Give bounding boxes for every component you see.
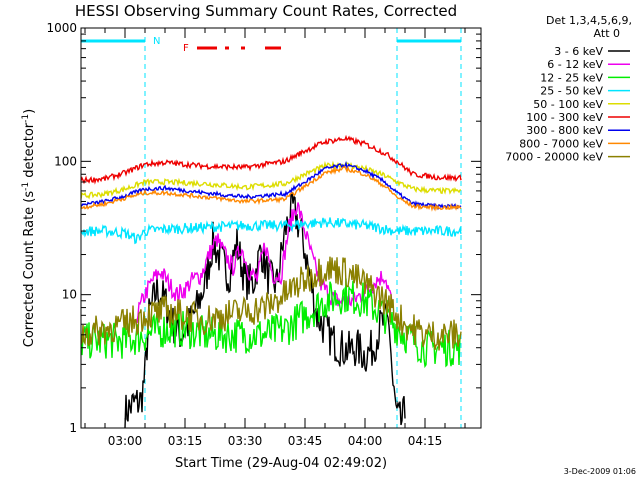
legend-label-1: 6 - 12 keV xyxy=(547,58,603,71)
y-axis-label-part1: Corrected Count Rate (s xyxy=(22,191,37,348)
legend-header-line-2: Att 0 xyxy=(594,27,620,40)
legend-label-5: 100 - 300 keV xyxy=(526,111,603,124)
legend-header-line-1: Det 1,3,4,5,6,9, xyxy=(546,14,632,27)
y-axis-label-sup2: -1 xyxy=(21,114,31,123)
x-tick-label-5: 04:15 xyxy=(408,434,443,448)
y-axis-label: Corrected Count Rate (s-1 detector-1) xyxy=(21,109,37,347)
series-line-1 xyxy=(136,202,394,324)
legend-label-8: 7000 - 20000 keV xyxy=(505,151,603,164)
y-tick-label-3: 1000 xyxy=(46,21,77,35)
footer-date: 3-Dec-2009 01:06 xyxy=(564,467,636,476)
x-tick-label-3: 03:45 xyxy=(288,434,323,448)
y-axis-label-part3: ) xyxy=(22,109,37,114)
flare-bars: F xyxy=(183,43,281,54)
series-line-7 xyxy=(81,165,462,212)
y-axis-label-sup1: -1 xyxy=(21,182,31,191)
series-line-5 xyxy=(81,134,462,185)
y-tick-label-2: 100 xyxy=(54,154,77,168)
x-tick-label-2: 03:30 xyxy=(228,434,263,448)
flare-label: F xyxy=(183,43,189,54)
x-axis-label: Start Time (29-Aug-04 02:49:02) xyxy=(175,456,387,471)
series-lines xyxy=(81,134,462,428)
y-axis-label-part2: detector xyxy=(22,122,37,182)
legend-label-4: 50 - 100 keV xyxy=(533,98,603,111)
y-tick-label-0: 1 xyxy=(69,421,77,435)
legend-label-3: 25 - 50 keV xyxy=(540,85,603,98)
plot-frame xyxy=(80,27,482,429)
series-line-8 xyxy=(81,256,462,351)
x-tick-label-0: 03:00 xyxy=(108,434,143,448)
y-tick-label-1: 10 xyxy=(62,288,77,302)
chart-title: HESSI Observing Summary Count Rates, Cor… xyxy=(75,2,457,20)
legend-label-0: 3 - 6 keV xyxy=(554,45,603,58)
x-tick-label-1: 03:15 xyxy=(168,434,203,448)
axes: 1 10 100 1000 03:00 03:15 03:30 03:45 04:00 04:15 xyxy=(46,21,481,448)
legend-label-6: 300 - 800 keV xyxy=(526,124,603,137)
x-tick-label-4: 04:00 xyxy=(348,434,383,448)
series-line-3 xyxy=(81,217,462,245)
night-label: N xyxy=(153,36,160,47)
series-line-6 xyxy=(81,160,462,211)
legend-label-2: 12 - 25 keV xyxy=(540,71,603,84)
legend-label-7: 800 - 7000 keV xyxy=(519,137,603,150)
series-line-2 xyxy=(81,278,462,369)
series-line-4 xyxy=(81,160,462,200)
